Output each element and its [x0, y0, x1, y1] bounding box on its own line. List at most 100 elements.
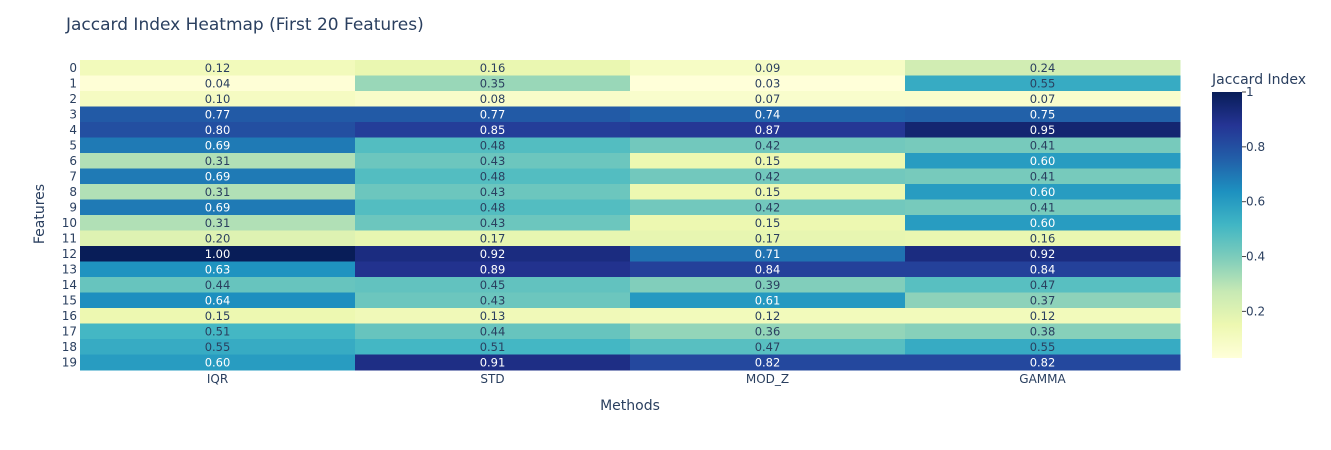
y-tick-label: 9	[69, 200, 77, 214]
heatmap-cell	[80, 230, 356, 247]
cell-value-label: 0.36	[755, 324, 781, 338]
y-tick-label: 17	[62, 324, 77, 338]
heatmap-cell	[80, 91, 356, 107]
heatmap-cell	[355, 292, 631, 309]
cell-value-label: 0.24	[1030, 61, 1056, 75]
cell-value-label: 0.15	[755, 216, 781, 230]
cell-value-label: 0.60	[1030, 154, 1056, 168]
heatmap-cell	[630, 277, 906, 293]
heatmap-cell	[355, 75, 631, 92]
heatmap-cell	[80, 199, 356, 216]
cell-value-label: 0.60	[205, 355, 231, 369]
heatmap-cell	[630, 106, 906, 123]
heatmap-cell	[630, 215, 906, 231]
heatmap-cell	[630, 354, 906, 371]
cell-value-label: 0.20	[205, 231, 231, 245]
cell-value-label: 0.44	[480, 324, 506, 338]
x-tick-label: STD	[480, 372, 504, 386]
heatmap-cell	[355, 354, 631, 371]
cell-value-label: 0.10	[205, 92, 231, 106]
heatmap-cell	[630, 75, 906, 92]
cell-value-label: 0.41	[1030, 169, 1056, 183]
cell-value-label: 0.09	[755, 61, 781, 75]
cell-value-label: 0.84	[1030, 262, 1056, 276]
cell-value-label: 0.31	[205, 216, 231, 230]
heatmap-cell	[630, 199, 906, 216]
cell-value-label: 0.95	[1030, 123, 1056, 137]
heatmap-cell	[80, 215, 356, 231]
colorbar-title: Jaccard Index	[1211, 72, 1306, 88]
x-axis-ticks: IQR STD MOD_Z GAMMA	[207, 372, 1067, 386]
y-tick-label: 10	[62, 216, 77, 230]
cell-value-label: 0.15	[755, 154, 781, 168]
heatmap-cell	[80, 246, 356, 262]
y-tick-label: 2	[69, 92, 77, 106]
heatmap-cell	[80, 184, 356, 200]
heatmap-cell	[905, 168, 1181, 185]
heatmap-cell	[905, 215, 1181, 231]
heatmap-cell	[630, 168, 906, 185]
x-tick-label: MOD_Z	[746, 372, 789, 386]
cell-value-label: 0.71	[755, 247, 781, 261]
cell-value-label: 0.12	[1030, 309, 1056, 323]
heatmap-cell	[905, 75, 1181, 92]
cell-value-label: 0.44	[205, 278, 231, 292]
cell-value-label: 0.47	[1030, 278, 1056, 292]
heatmap-cell	[80, 122, 356, 138]
cell-value-label: 0.63	[205, 262, 231, 276]
cell-value-label: 0.64	[205, 293, 231, 307]
cell-value-label: 0.48	[480, 169, 506, 183]
heatmap-cell	[630, 308, 906, 324]
cell-value-label: 1.00	[205, 247, 231, 261]
cell-value-label: 0.43	[480, 154, 506, 168]
x-tick-label: IQR	[207, 372, 228, 386]
cell-value-label: 0.17	[755, 231, 781, 245]
cell-value-label: 0.38	[1030, 324, 1056, 338]
y-tick-label: 19	[62, 355, 77, 369]
colorbar-tick-label: 0.8	[1246, 140, 1265, 154]
heatmap-cell	[630, 230, 906, 247]
y-tick-label: 8	[69, 185, 77, 199]
heatmap-cell	[355, 91, 631, 107]
cell-value-label: 0.35	[480, 76, 506, 90]
colorbar-tick-label: 0.4	[1246, 250, 1265, 264]
colorbar-ticks: 0.2 0.4 0.6 0.8 1	[1242, 85, 1265, 318]
y-tick-label: 11	[62, 231, 77, 245]
heatmap-cell	[80, 292, 356, 309]
cell-value-label: 0.07	[1030, 92, 1056, 106]
cell-value-label: 0.07	[755, 92, 781, 106]
y-tick-label: 6	[69, 154, 77, 168]
y-tick-label: 16	[62, 309, 77, 323]
heatmap-cell	[905, 261, 1181, 278]
heatmap-cell	[355, 230, 631, 247]
y-tick-label: 4	[69, 123, 77, 137]
cell-value-label: 0.42	[755, 138, 781, 152]
cell-value-label: 0.48	[480, 138, 506, 152]
heatmap-cell	[355, 153, 631, 169]
y-tick-label: 0	[69, 61, 77, 75]
y-tick-label: 7	[69, 169, 77, 183]
cell-value-label: 0.69	[205, 169, 231, 183]
colorbar-tick-label: 0.6	[1246, 195, 1265, 209]
cell-value-label: 0.16	[1030, 231, 1056, 245]
heatmap-cell	[80, 137, 356, 154]
y-tick-label: 14	[62, 278, 77, 292]
heatmap-cell	[905, 323, 1181, 340]
cell-value-label: 0.87	[755, 123, 781, 137]
cell-value-label: 0.69	[205, 200, 231, 214]
heatmap-cell	[630, 292, 906, 309]
x-axis-title: Methods	[600, 398, 660, 414]
cell-value-label: 0.55	[1030, 76, 1056, 90]
heatmap-cell	[630, 60, 906, 76]
cell-value-label: 0.51	[480, 340, 506, 354]
heatmap-cell	[905, 122, 1181, 138]
cell-value-label: 0.45	[480, 278, 506, 292]
cell-value-label: 0.31	[205, 185, 231, 199]
heatmap-cell	[355, 60, 631, 76]
heatmap-cell	[80, 75, 356, 92]
heatmap-cell	[905, 184, 1181, 200]
y-tick-label: 3	[69, 107, 77, 121]
heatmap-cell	[355, 168, 631, 185]
